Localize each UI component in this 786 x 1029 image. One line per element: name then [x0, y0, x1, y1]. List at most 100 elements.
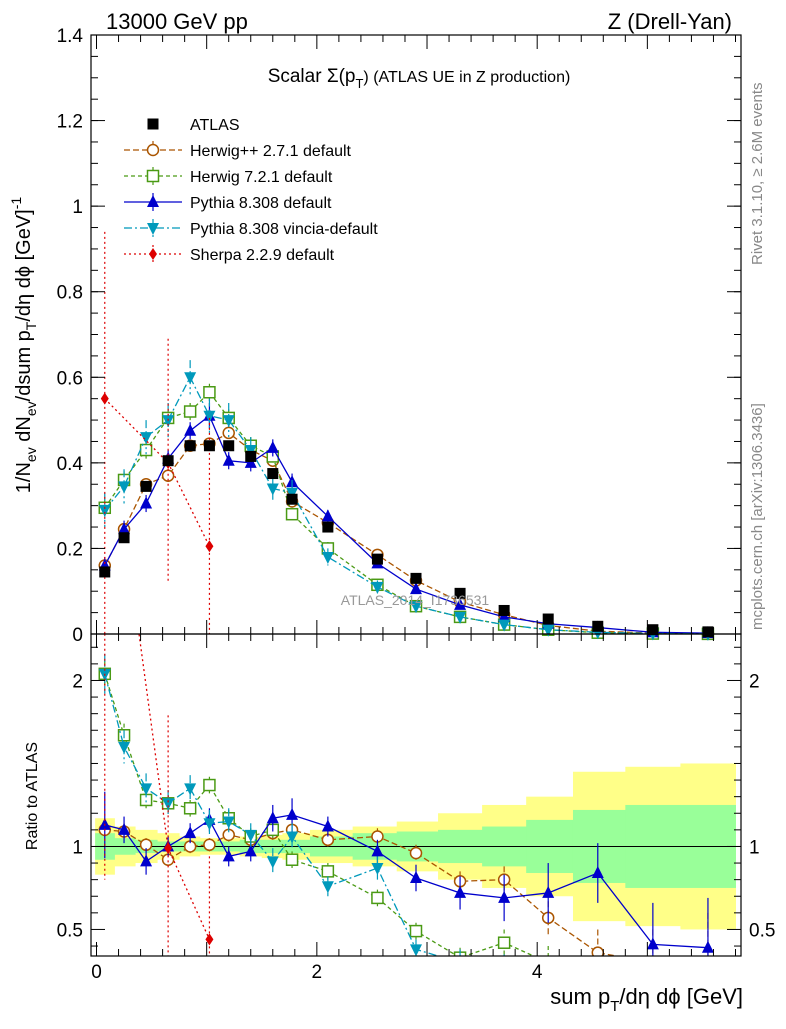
- atlas-point: [184, 440, 196, 452]
- ratio-point: [321, 865, 335, 878]
- ratio-point: [454, 958, 466, 970]
- ratio-point: [285, 853, 299, 866]
- ylabel-c: /dsum p: [13, 330, 35, 401]
- x-tick-label: 2: [312, 962, 323, 983]
- ratio-point: [164, 842, 173, 855]
- atlas-point: [140, 480, 152, 492]
- data-point: [321, 509, 334, 522]
- ratio-point: [410, 870, 422, 883]
- ylabel-sub2: ev: [23, 401, 39, 416]
- legend-label: Sherpa 2.2.9 default: [190, 247, 335, 264]
- ratio-point: [321, 881, 334, 894]
- legend-label: Pythia 8.308 default: [190, 195, 332, 212]
- ratio-y-tick-label: 1: [72, 837, 83, 858]
- legend-marker: [146, 169, 160, 183]
- data-point: [118, 522, 131, 535]
- data-point: [542, 624, 555, 637]
- ratio-point: [140, 783, 153, 796]
- title-main: Scalar Σ(p: [268, 66, 356, 87]
- y-tick-label: 0.8: [57, 283, 83, 304]
- ratio-point: [371, 891, 384, 905]
- mcplots-label: mcplots.cern.ch [arXiv:1306.3436]: [749, 403, 766, 630]
- legend-label: Herwig 7.2.1 default: [190, 169, 333, 186]
- header-right: Z (Drell-Yan): [608, 9, 732, 34]
- legend-marker: [147, 223, 159, 235]
- ratio-point: [646, 937, 659, 950]
- ratio-point: [371, 844, 384, 857]
- ratio-point: [118, 822, 131, 835]
- atlas-point: [286, 493, 298, 505]
- ratio-point: [454, 885, 467, 898]
- atlas-point: [592, 620, 604, 632]
- ylabel-d: /dη dϕ [GeV]: [13, 209, 35, 321]
- data-point: [184, 372, 197, 385]
- x-axis-label: sum pT/dη dϕ [GeV]: [550, 984, 743, 1015]
- atlas-point: [162, 455, 174, 467]
- atlas-point: [454, 587, 466, 599]
- atlas-point: [99, 566, 111, 578]
- atlas-point: [267, 468, 279, 480]
- ratio-point: [203, 818, 216, 831]
- data-point: [454, 597, 467, 610]
- data-point: [100, 392, 109, 405]
- data-point: [371, 581, 384, 594]
- atlas-point: [498, 604, 510, 616]
- data-point: [222, 426, 235, 440]
- data-point: [184, 423, 197, 436]
- data-point: [162, 415, 175, 428]
- ratio-point: [542, 885, 555, 898]
- data-point: [118, 481, 131, 494]
- data-point: [454, 611, 467, 624]
- ratio-point: [409, 846, 423, 860]
- data-point: [140, 432, 153, 445]
- ratio-point: [409, 924, 423, 938]
- ratio-y-tick-label: 0.5: [57, 920, 83, 941]
- ratio-point: [321, 819, 334, 832]
- y-axis-label: 1/Nev dNev/dsum pT/dη dϕ [GeV]-1: [8, 197, 39, 494]
- y-tick-label: 0.4: [57, 454, 84, 475]
- ratio-point: [183, 802, 197, 815]
- ratio-point: [410, 944, 422, 956]
- atlas-point: [647, 624, 659, 636]
- ratio-point: [702, 957, 713, 968]
- ratio-point: [286, 807, 299, 820]
- ratio-point: [140, 854, 153, 867]
- legend-marker: [146, 143, 160, 157]
- title-sub: T: [355, 76, 363, 91]
- watermark: ATLAS_2014_I1736531: [341, 592, 490, 608]
- ratio-point: [118, 741, 131, 754]
- ratio-point: [222, 849, 235, 862]
- ratio-y-tick-label-right: 1: [749, 837, 760, 858]
- rivet-label: Rivet 3.1.10, ≥ 2.6M events: [749, 83, 766, 266]
- xlabel-b: /dη dϕ [GeV]: [619, 984, 743, 1009]
- data-point: [205, 540, 214, 553]
- data-point: [183, 405, 197, 418]
- legend-marker: [149, 248, 157, 260]
- ratio-point: [647, 957, 658, 968]
- atlas-point: [542, 613, 554, 625]
- data-point: [498, 619, 511, 632]
- ratio-panel: 0.5 0.5 1 1 2 2 0 2 4: [57, 633, 775, 983]
- ratio-y-label: Ratio to ATLAS: [24, 742, 41, 850]
- atlas-point: [702, 626, 714, 638]
- data-point: [285, 507, 299, 521]
- atlas-point: [410, 572, 422, 584]
- ratio-point: [498, 890, 511, 903]
- data-point: [222, 453, 235, 466]
- ylabel-b: dN: [13, 416, 35, 447]
- ylabel-sub3: T: [23, 321, 39, 330]
- data-point: [266, 440, 279, 453]
- ratio-point: [203, 778, 216, 792]
- y-tick-label: 0: [72, 625, 83, 646]
- ratio-point: [266, 811, 279, 824]
- header-left: 13000 GeV pp: [106, 9, 248, 34]
- ratio-y-tick-label-right: 0.5: [749, 920, 775, 941]
- ratio-point: [203, 838, 216, 852]
- data-point: [410, 582, 422, 595]
- data-point: [410, 601, 422, 614]
- ratio-point: [244, 829, 257, 842]
- data-point: [222, 415, 235, 428]
- atlas-point: [223, 440, 235, 452]
- ylabel-sup: -1: [8, 197, 24, 210]
